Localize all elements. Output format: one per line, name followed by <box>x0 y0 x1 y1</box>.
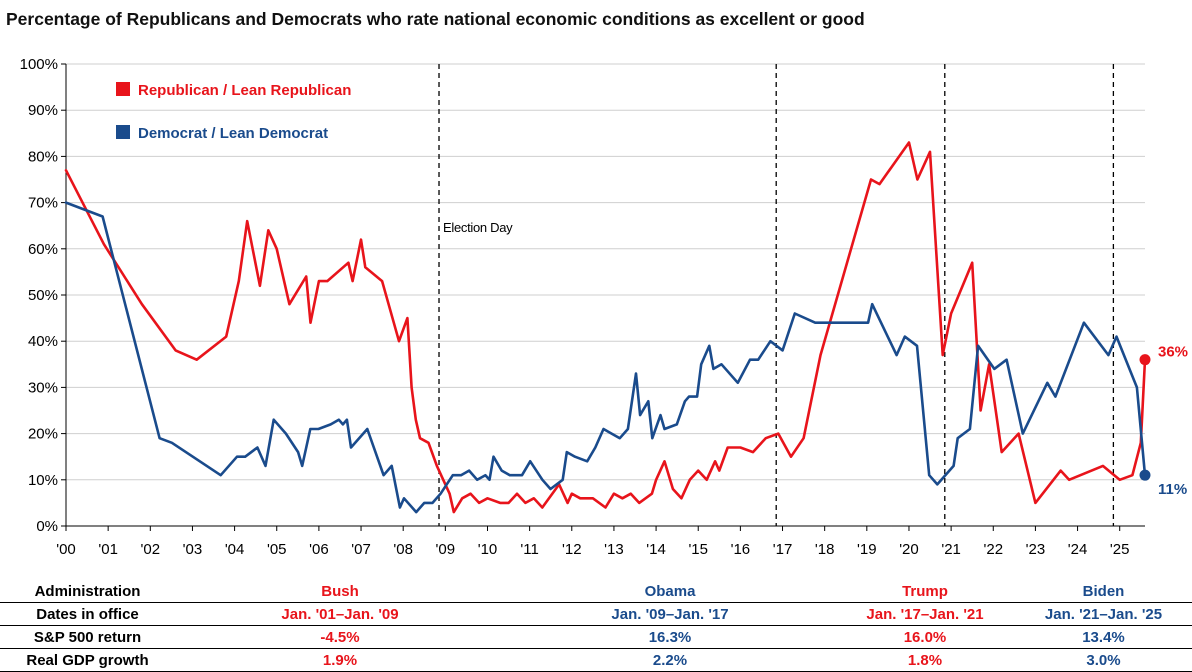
gdp-bush: 1.9% <box>322 651 358 669</box>
y-tick-label: 0% <box>36 518 58 535</box>
y-tick-label: 70% <box>28 195 58 212</box>
republican-series-line <box>64 141 1147 514</box>
republican-end-label: 36% <box>1158 344 1188 361</box>
sp500-biden: 13.4% <box>1082 628 1125 646</box>
x-tick-label: '13 <box>604 541 624 558</box>
x-tick-label: '10 <box>478 541 498 558</box>
x-tick-label: '03 <box>183 541 203 558</box>
table-row-gdp: Real GDP growth 1.9% 2.2% 1.8% 3.0% <box>0 649 1192 672</box>
legend-swatch <box>116 125 130 139</box>
admin-name-biden: Biden <box>1082 582 1125 600</box>
table-row-sp500: S&P 500 return -4.5% 16.3% 16.0% 13.4% <box>0 626 1192 649</box>
legend: Republican / Lean Republican Democrat / L… <box>116 82 351 142</box>
row-label-sp500: S&P 500 return <box>33 628 142 646</box>
gdp-trump: 1.8% <box>907 651 943 669</box>
x-tick-label: '14 <box>646 541 666 558</box>
x-tick-label: '08 <box>393 541 413 558</box>
y-tick-label: 90% <box>28 102 58 119</box>
x-tick-label: '05 <box>267 541 287 558</box>
y-tick-label: 40% <box>28 333 58 350</box>
x-tick-label: '22 <box>983 541 1003 558</box>
admin-name-trump: Trump <box>902 582 948 600</box>
sp500-trump: 16.0% <box>903 628 947 646</box>
sp500-bush: -4.5% <box>320 628 360 646</box>
table-row-administration: Administration Bush Obama Trump Biden <box>0 580 1192 603</box>
x-tick-label: '18 <box>815 541 835 558</box>
gdp-biden: 3.0% <box>1086 651 1121 669</box>
x-tick-label: '02 <box>141 541 161 558</box>
x-tick-label: '24 <box>1068 541 1088 558</box>
democrat-end-point <box>1139 469 1151 481</box>
dates-biden: Jan. '21–Jan. '25 <box>1044 605 1163 623</box>
y-tick-label: 20% <box>28 426 58 443</box>
x-tick-label: '17 <box>773 541 793 558</box>
y-tick-label: 10% <box>28 472 58 489</box>
dates-bush: Jan. '01–Jan. '09 <box>281 605 399 623</box>
x-tick-label: '09 <box>436 541 456 558</box>
x-tick-label: '12 <box>562 541 582 558</box>
gdp-obama: 2.2% <box>652 651 688 669</box>
x-tick-label: '00 <box>56 541 76 558</box>
admin-name-bush: Bush <box>321 582 359 600</box>
x-tick-label: '11 <box>520 541 538 558</box>
y-tick-label: 100% <box>20 56 58 73</box>
x-tick-label: '23 <box>1026 541 1046 558</box>
y-tick-label: 30% <box>28 379 58 396</box>
legend-swatch <box>116 82 130 96</box>
gridlines <box>66 63 1145 481</box>
dates-trump: Jan. '17–Jan. '21 <box>866 605 984 623</box>
x-tick-label: '04 <box>225 541 245 558</box>
row-label-dates: Dates in office <box>36 605 139 623</box>
x-tick-label: '01 <box>98 541 118 558</box>
sp500-obama: 16.3% <box>648 628 692 646</box>
legend-label: Democrat / Lean Democrat <box>138 125 328 142</box>
table-row-dates: Dates in office Jan. '01–Jan. '09 Jan. '… <box>0 603 1192 626</box>
axes: 0% 10% 20% 30% 40% 50% 60% 70% 80% 90% 100% '00 '01 '… <box>20 56 1145 558</box>
x-tick-label: '20 <box>899 541 919 558</box>
x-tick-label: '19 <box>857 541 877 558</box>
x-tick-label: '21 <box>941 541 961 558</box>
row-label-gdp: Real GDP growth <box>26 651 149 669</box>
admin-name-obama: Obama <box>644 582 696 600</box>
series-lines: 36% 11% <box>64 141 1188 514</box>
x-tick-label: '15 <box>688 541 708 558</box>
x-tick-label: '07 <box>351 541 371 558</box>
legend-label: Republican / Lean Republican <box>138 82 351 99</box>
line-chart: 0% 10% 20% 30% 40% 50% 60% 70% 80% 90% 100% '00 '01 '… <box>20 56 1188 558</box>
y-tick-label: 60% <box>28 241 58 258</box>
y-tick-label: 80% <box>28 148 58 165</box>
y-tick-label: 50% <box>28 287 58 304</box>
x-tick-label: '25 <box>1110 541 1130 558</box>
election-day-lines: Election Day <box>438 64 1115 526</box>
chart-title: Percentage of Republicans and Democrats … <box>6 9 865 29</box>
republican-end-point <box>1139 354 1151 366</box>
x-tick-label: '16 <box>731 541 751 558</box>
row-label-administration: Administration <box>34 582 141 600</box>
democrat-series-line <box>64 201 1147 514</box>
x-tick-label: '06 <box>309 541 329 558</box>
administration-table: Administration Bush Obama Trump Biden Da… <box>0 580 1192 672</box>
election-day-label: Election Day <box>443 220 513 235</box>
dates-obama: Jan. '09–Jan. '17 <box>611 605 729 623</box>
democrat-end-label: 11% <box>1158 481 1187 498</box>
